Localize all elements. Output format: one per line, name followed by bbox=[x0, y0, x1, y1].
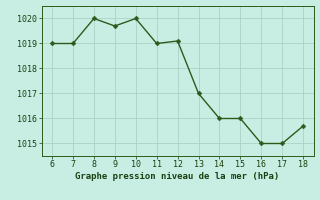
X-axis label: Graphe pression niveau de la mer (hPa): Graphe pression niveau de la mer (hPa) bbox=[76, 172, 280, 181]
